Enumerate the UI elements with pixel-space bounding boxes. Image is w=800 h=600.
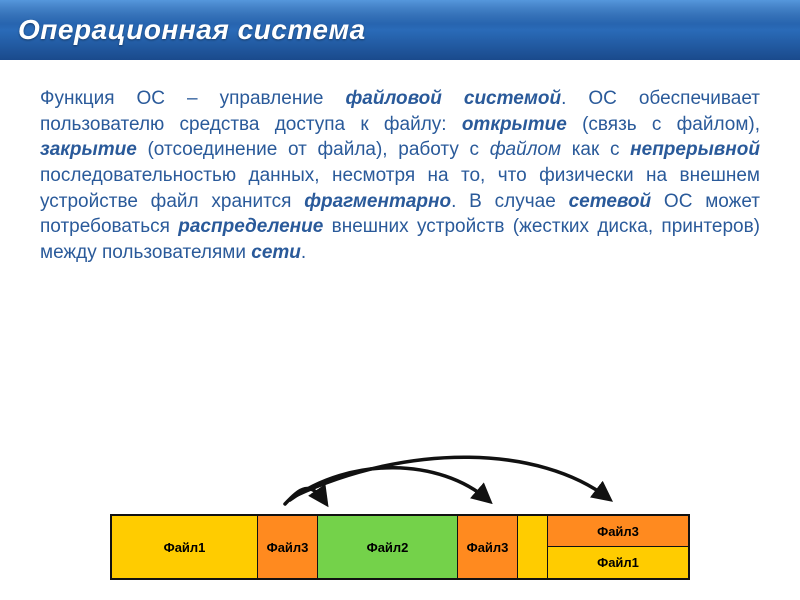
text-run: Функция ОС – управление — [40, 88, 346, 109]
file-fragment: Файл3 — [458, 516, 518, 578]
fragment-label: Файл3 — [467, 540, 509, 555]
text-run: закрытие — [40, 139, 137, 160]
text-run: сетевой — [569, 191, 652, 212]
text-run: файлом — [490, 139, 561, 160]
fragment-label: Файл3 — [597, 524, 639, 539]
arrow — [290, 468, 488, 500]
text-run: фрагментарно — [304, 191, 451, 212]
text-run: файловой системой — [346, 88, 562, 109]
fragment-label: Файл1 — [164, 540, 206, 555]
text-run: открытие — [462, 114, 567, 135]
text-run: . В случае — [451, 191, 568, 212]
fragments-bar: Файл1 Файл3 Файл2 Файл3 Файл3 Файл1 — [110, 514, 690, 580]
diagram-arrows — [110, 450, 690, 520]
file-fragment: Файл2 — [318, 516, 458, 578]
body-paragraph: Функция ОС – управление файловой системо… — [0, 60, 800, 265]
text-run: . — [301, 242, 306, 263]
file-fragment: Файл1 — [112, 516, 258, 578]
file-fragment: Файл3 — [258, 516, 318, 578]
file-fragment — [518, 516, 548, 578]
fragment-label: Файл2 — [367, 540, 409, 555]
slide-title: Операционная система — [18, 14, 366, 46]
fragment-label: Файл1 — [597, 555, 639, 570]
fragment-label: Файл3 — [267, 540, 309, 555]
text-run: (связь с файлом), — [567, 114, 760, 135]
text-run: сети — [251, 242, 301, 263]
file-fragment: Файл1 — [548, 547, 688, 578]
text-run: распределение — [178, 216, 323, 237]
arrow — [285, 489, 325, 504]
title-banner: Операционная система — [0, 0, 800, 60]
arrow — [295, 457, 608, 498]
text-run: непрерывной — [630, 139, 760, 160]
fragmentation-diagram: Файл1 Файл3 Файл2 Файл3 Файл3 Файл1 — [110, 450, 690, 580]
file-fragment: Файл3 — [548, 516, 688, 547]
text-run: как с — [561, 139, 630, 160]
text-run: (отсоединение от файла), работу с — [137, 139, 490, 160]
file-fragment: Файл3 Файл1 — [548, 516, 688, 578]
